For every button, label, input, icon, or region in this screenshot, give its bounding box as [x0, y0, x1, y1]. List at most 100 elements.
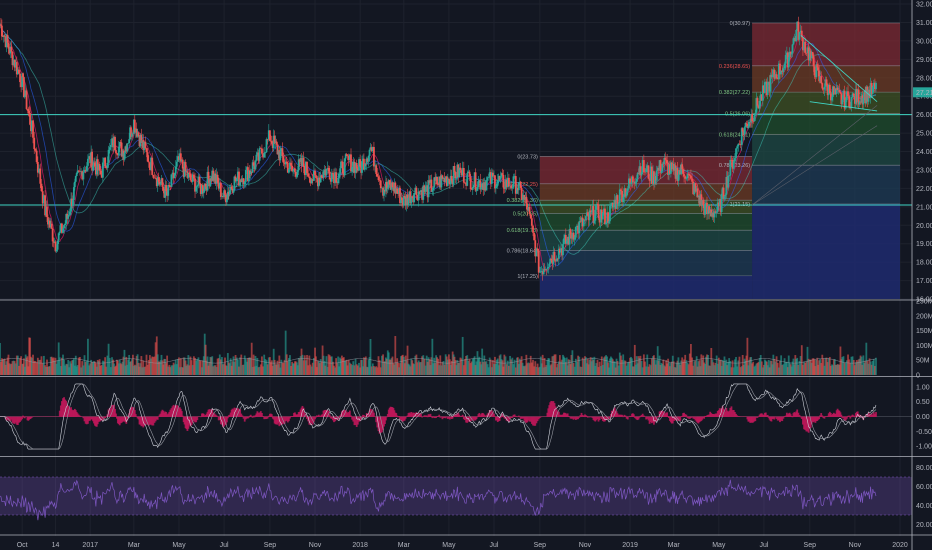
volume-bar — [487, 367, 490, 375]
volume-bar — [617, 365, 620, 375]
volume-bar — [105, 366, 108, 375]
oscillator-histogram-bar — [282, 416, 285, 424]
candle-body — [497, 176, 500, 181]
oscillator-histogram-bar — [236, 408, 239, 417]
volume-bar — [577, 355, 580, 375]
oscillator-histogram-bar — [538, 416, 541, 418]
oscillator-histogram-bar — [263, 416, 266, 420]
candle-body — [272, 135, 275, 149]
oscillator-histogram-bar — [289, 416, 291, 419]
volume-bar — [441, 361, 444, 375]
oscillator-histogram-bar — [137, 416, 140, 420]
candle-body — [446, 178, 449, 186]
volume-bar — [624, 360, 627, 375]
fib-level-label: 0.5(20.65) — [513, 211, 538, 217]
time-axis[interactable]: Oct 14 2017 Mar May Jul Sep Nov 2018 Mar May Jul Sep… — [17, 542, 908, 549]
candle-body — [139, 134, 142, 147]
candle-body — [538, 271, 541, 273]
candle-body — [621, 190, 623, 203]
volume-bar — [855, 360, 858, 375]
oscillator-histogram-bar — [73, 408, 76, 417]
volume-bar — [93, 361, 95, 375]
oscillator-histogram-bar — [210, 410, 213, 417]
oscillator-histogram-bar — [344, 410, 347, 417]
candle-body — [500, 173, 503, 177]
volume-bar — [696, 366, 699, 375]
volume-bar — [866, 360, 869, 375]
oscillator-histogram-bar — [97, 416, 100, 422]
volume-bar — [289, 355, 291, 375]
candle-body — [563, 234, 566, 239]
volume-bar — [314, 347, 316, 375]
candle-body — [542, 269, 545, 275]
price-pane[interactable] — [0, 16, 912, 281]
oscillator-histogram-bar — [849, 416, 852, 419]
candle-body — [278, 150, 281, 161]
volume-bar — [541, 354, 544, 375]
rsi-pane[interactable] — [0, 476, 912, 521]
candle-body — [705, 202, 707, 204]
candle-body — [645, 168, 648, 173]
oscillator-histogram-bar — [363, 415, 365, 417]
oscillator-pane[interactable] — [0, 383, 912, 450]
candle-body — [548, 263, 551, 267]
oscillator-histogram-bar — [833, 413, 836, 417]
volume-bar — [579, 366, 582, 375]
volume-bar — [836, 364, 839, 375]
candle-body — [818, 70, 821, 82]
candle-body — [700, 194, 703, 207]
volume-bar — [239, 357, 242, 375]
candle-body — [310, 179, 313, 184]
oscillator-histogram-bar — [668, 416, 670, 418]
oscillator-histogram-bar — [379, 416, 382, 433]
candle-body — [831, 96, 833, 101]
volume-bar — [775, 356, 778, 375]
candle-body — [227, 191, 230, 195]
oscillator-histogram-bar — [455, 414, 458, 417]
candle-body — [57, 233, 60, 241]
volume-bar — [29, 337, 31, 375]
oscillator-histogram-bar — [785, 412, 788, 417]
volume-bar — [12, 360, 15, 375]
price-axis[interactable]: 32.0031.0030.0029.0028.0027.0026.0025.00… — [913, 2, 932, 530]
candle-body — [395, 188, 398, 194]
candle-body — [22, 73, 24, 78]
volume-bar — [430, 357, 433, 375]
oscillator-histogram-bar — [771, 416, 774, 419]
volume-bar — [293, 363, 295, 375]
oscillator-histogram-bar — [599, 416, 602, 418]
oscillator-histogram-bar — [394, 412, 397, 417]
candle-body — [812, 55, 815, 67]
volume-bar — [0, 361, 2, 375]
candle-body — [612, 204, 615, 208]
volume-bar — [758, 358, 761, 375]
oscillator-histogram-bar — [818, 416, 821, 420]
volume-pane[interactable] — [0, 330, 877, 375]
oscillator-histogram-bar — [471, 416, 474, 420]
candle-body — [744, 123, 747, 128]
volume-bar — [750, 357, 753, 375]
volume-bar — [448, 359, 451, 375]
oscillator-histogram-bar — [293, 412, 295, 417]
volume-bar — [133, 364, 136, 375]
volume-bar — [594, 365, 597, 375]
volume-bar — [874, 365, 876, 375]
candle-body — [514, 176, 517, 194]
volume-bar — [333, 365, 335, 375]
volume-bar — [272, 348, 275, 375]
volume-bar — [227, 362, 230, 375]
oscillator-histogram-bar — [453, 414, 456, 417]
oscillator-histogram-bar — [867, 412, 870, 417]
volume-bar — [192, 356, 195, 375]
volume-bar — [154, 342, 157, 375]
oscillator-histogram-bar — [592, 416, 595, 420]
candle-body — [333, 174, 335, 184]
candle-body — [791, 44, 794, 54]
volume-bar — [340, 358, 342, 375]
candle-body — [246, 167, 248, 171]
candle-body — [541, 271, 544, 275]
candle-body — [843, 90, 846, 109]
volume-bar — [81, 361, 84, 375]
volume-bar — [207, 365, 210, 375]
